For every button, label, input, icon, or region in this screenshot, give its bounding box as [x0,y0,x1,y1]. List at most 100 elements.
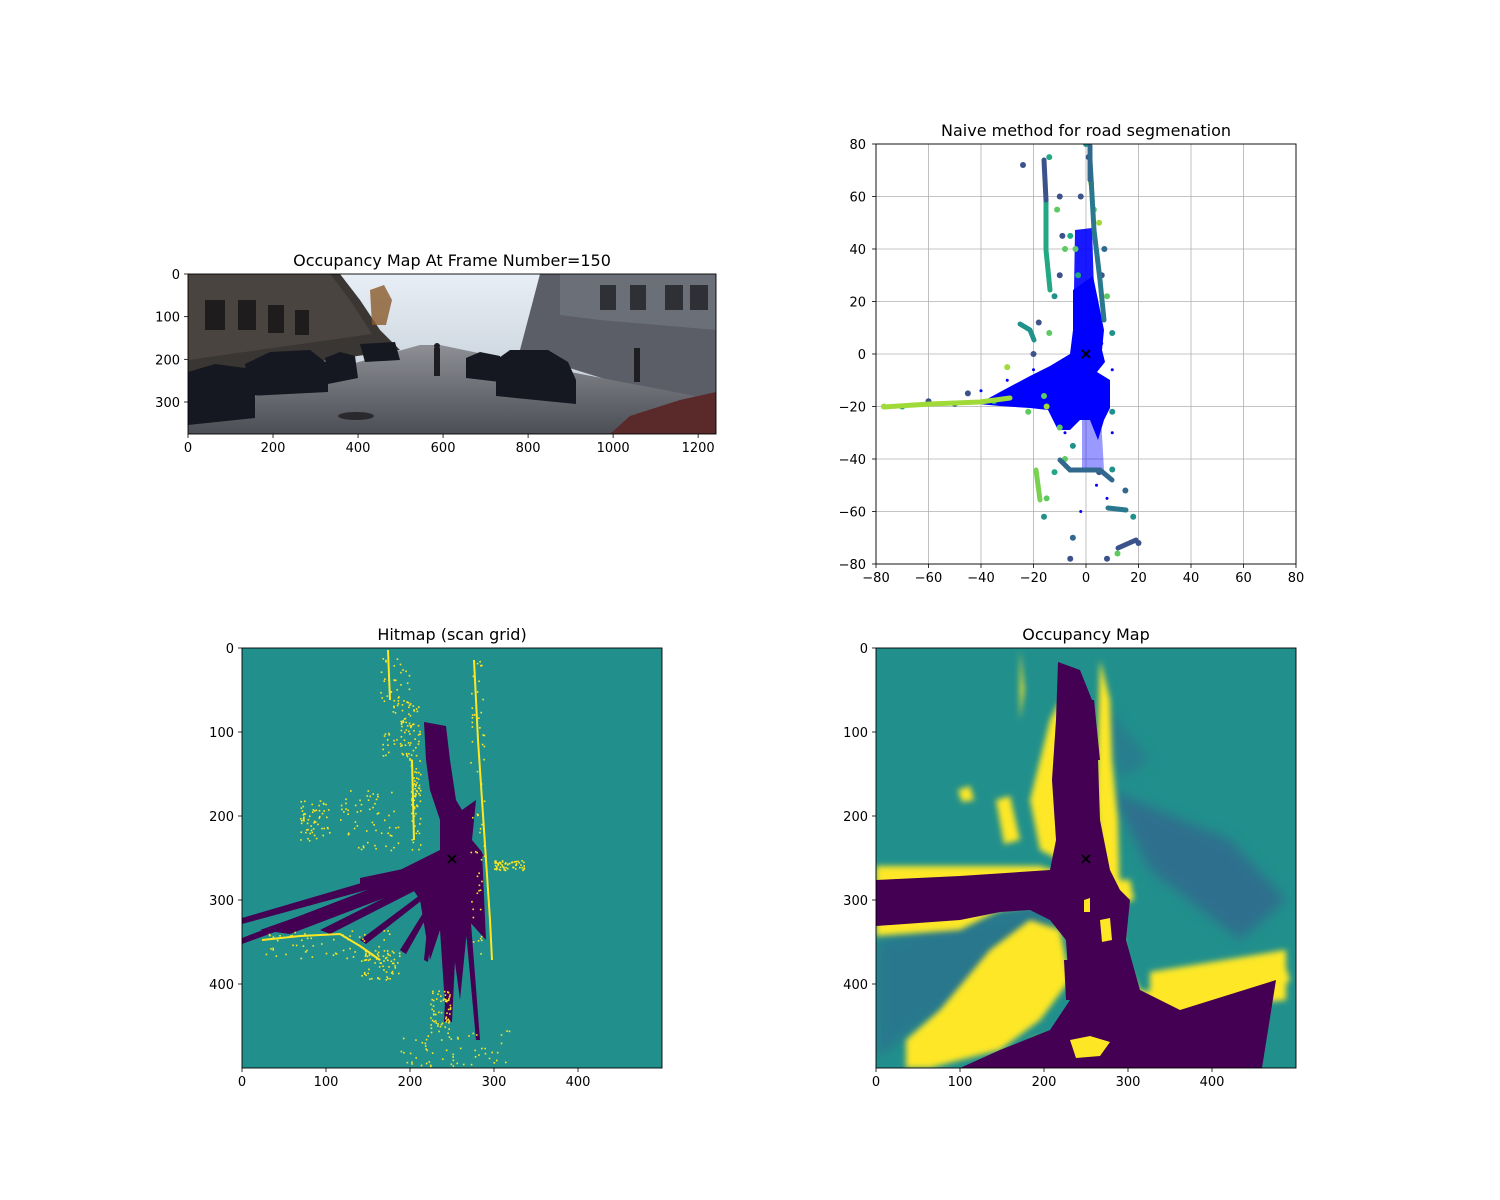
hit-cell [325,952,328,955]
hit-cell [354,951,356,953]
hit-cell [488,1057,491,1060]
hit-cell [502,866,505,868]
hit-cell [335,953,338,955]
scatter-panel: Naive method for road segmenation [839,121,1305,586]
hit-cell [444,1026,447,1028]
obstacle-point [1083,144,1089,147]
hit-cell [418,740,420,743]
hit-cell [275,955,278,957]
hit-cell [518,861,521,864]
hit-cell [431,1008,433,1011]
hit-cell [411,1061,413,1064]
hit-cell [302,814,305,816]
hit-cell [375,798,378,801]
hit-cell [413,777,415,779]
road-point [1110,368,1114,372]
hit-cell [327,827,329,830]
hit-cell [406,682,409,685]
obstacle-point [1041,513,1047,520]
hit-cell [302,817,305,820]
hit-cell [402,1037,405,1040]
hit-cell [480,858,483,861]
hit-cell [415,812,417,815]
y-tick-label: 0 [860,642,868,657]
hit-cell [310,829,313,832]
y-tick-label: 300 [155,396,180,411]
hit-cell [430,1065,432,1068]
hit-cell [430,1017,432,1019]
hit-cell [402,669,404,671]
hit-cell [401,704,404,706]
y-tick-label: 400 [209,978,234,993]
scatter-x-ticks: −80 −60 −40 −20 0 20 40 60 80 [862,564,1304,586]
hit-cell [300,839,302,841]
occupancy-title: Occupancy Map [1022,625,1150,644]
hit-cell [446,999,449,1002]
hit-cell [378,966,381,968]
hit-cell [408,674,411,677]
hit-cell [519,866,521,869]
hit-cell [480,953,482,955]
road-point [1079,510,1083,513]
road-point [1018,394,1022,398]
hit-cell [405,729,408,731]
hit-cell [506,863,509,866]
hit-cell [362,846,365,849]
hit-cell [303,813,305,815]
hit-cell [408,730,410,733]
hit-cell [448,1028,450,1030]
hit-cell [520,864,522,866]
hit-cell [367,790,370,792]
hit-cell [276,939,279,942]
hit-cell [383,819,386,822]
hit-cell [405,752,408,755]
hit-cell [474,1056,477,1058]
hit-cell [308,839,311,842]
hit-cell [500,1034,503,1036]
hit-cell [312,945,315,947]
hit-cell [419,733,422,735]
occupancy-axes [875,647,1297,1069]
hit-cell [413,807,416,810]
hit-cell [374,802,376,805]
hit-cell [416,781,418,784]
hit-cell [413,729,415,732]
y-tick-label: −60 [839,506,866,521]
hit-cell [415,754,418,757]
hit-cell [494,860,497,862]
hit-cell [265,953,268,956]
hit-cell [342,949,345,952]
hit-cell [385,979,388,981]
hit-cell [503,869,506,871]
hit-cell [468,1035,470,1037]
hit-cell [506,867,509,870]
hit-cell [438,990,440,993]
hit-cell [472,816,474,819]
hit-cell [447,1008,450,1011]
hit-cell [479,827,482,830]
hit-cell [411,804,413,806]
occupancy-panel: Occupancy Map [843,625,1297,1090]
hit-cell [396,689,399,691]
hit-cell [385,956,388,959]
hit-cell [503,867,505,870]
hit-cell [452,1065,455,1067]
hit-cell [445,1049,448,1052]
hit-cell [400,736,403,738]
hit-cell [409,744,411,746]
x-tick-label: 0 [872,1075,880,1090]
hit-cell [413,815,416,817]
hit-cell [360,810,362,812]
hit-cell [414,785,417,788]
hit-cell [414,787,416,790]
hit-cell [394,965,396,967]
hit-cell [415,1039,417,1041]
hit-cell [368,954,371,956]
hit-cell [415,793,417,796]
hit-cell [505,866,507,869]
hit-cell [415,1057,417,1059]
y-tick-label: 300 [209,894,234,909]
hit-cell [384,678,386,680]
hit-cell [340,819,342,821]
hit-cell [499,866,502,869]
